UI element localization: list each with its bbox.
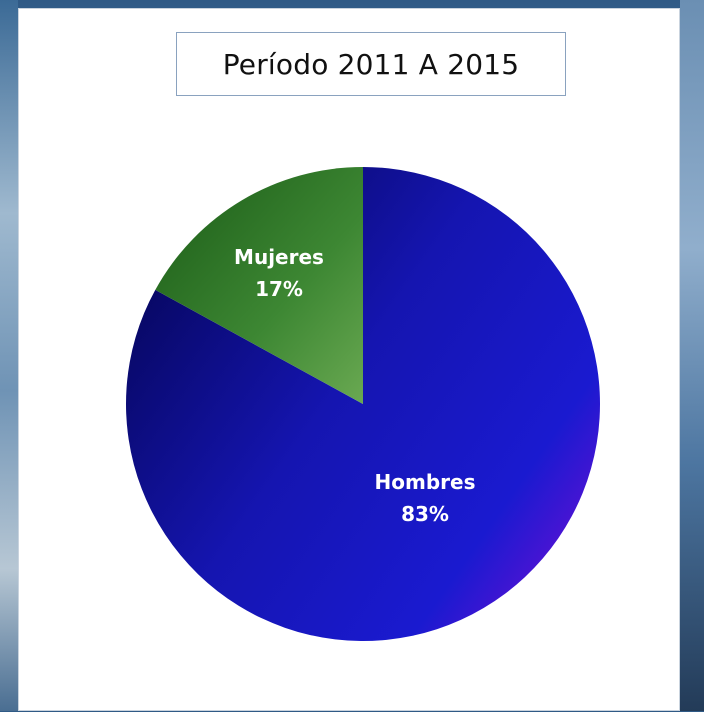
slice-value-hombres: 83% bbox=[401, 502, 449, 526]
pie-slice-mujeres bbox=[155, 167, 363, 404]
background-right-strip bbox=[680, 0, 704, 711]
slice-label-mujeres: Mujeres bbox=[234, 245, 324, 269]
chart-title: Período 2011 A 2015 bbox=[222, 47, 520, 81]
pie-chart: Hombres 83% Mujeres 17% bbox=[125, 167, 600, 641]
pie-labels: Hombres 83% Mujeres 17% bbox=[234, 245, 475, 526]
pie-slices bbox=[125, 167, 600, 641]
chart-title-box: Período 2011 A 2015 bbox=[176, 32, 566, 96]
chart-panel: Período 2011 A 2015 Hombres 83% Mujeres 17% bbox=[18, 8, 680, 711]
slice-value-mujeres: 17% bbox=[255, 277, 303, 301]
slice-label-hombres: Hombres bbox=[375, 470, 476, 494]
background-left-strip bbox=[0, 0, 18, 711]
